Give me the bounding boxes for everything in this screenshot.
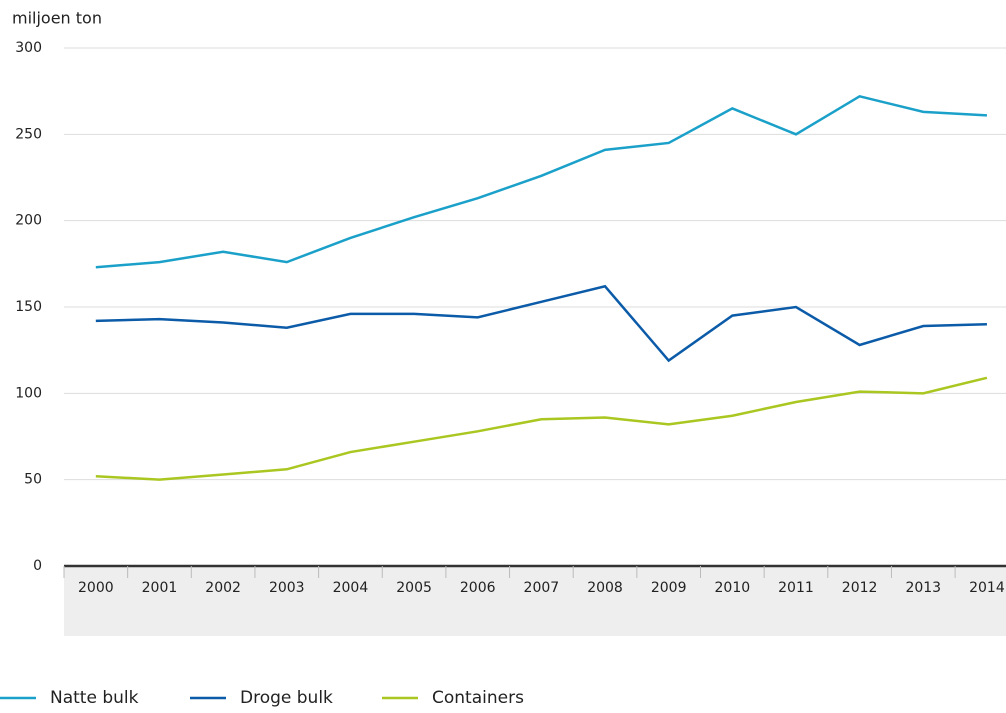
x-tick-label: 2002 [205,580,241,596]
line-series [95,284,987,363]
y-tick-label: 300 [15,40,42,56]
y-tick-label: 250 [15,126,42,142]
legend-label: Containers [432,688,524,708]
x-tick-label: 2014 [969,580,1005,596]
x-tick-label: 2003 [269,580,305,596]
x-axis-band [64,566,1006,636]
y-tick-label: 50 [24,472,42,488]
y-tick-label: 200 [15,213,42,229]
legend-label: Natte bulk [50,688,139,708]
legend-label: Droge bulk [240,688,333,708]
line-series [95,95,987,269]
x-tick-label: 2009 [651,580,687,596]
x-tick-label: 2004 [333,580,369,596]
x-tick-label: 2006 [460,580,496,596]
line-series [95,376,988,481]
y-tick-label: 150 [15,299,42,315]
x-tick-label: 2005 [396,580,432,596]
y-axis-label: miljoen ton [12,9,102,28]
y-tick-label: 100 [15,385,42,401]
x-tick-label: 2010 [715,580,751,596]
x-tick-label: 2011 [778,580,814,596]
x-tick-label: 2013 [905,580,941,596]
x-tick-label: 2008 [587,580,623,596]
x-tick-label: 2001 [142,580,178,596]
x-tick-label: 2012 [842,580,878,596]
x-tick-label: 2007 [524,580,560,596]
y-tick-label: 0 [33,558,42,574]
x-tick-label: 2000 [78,580,114,596]
